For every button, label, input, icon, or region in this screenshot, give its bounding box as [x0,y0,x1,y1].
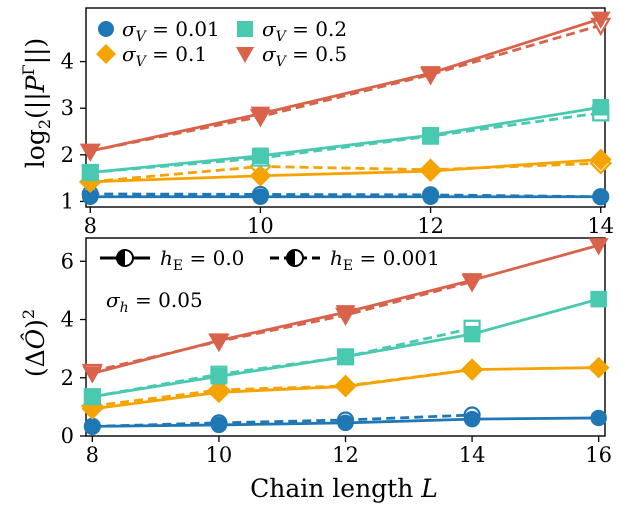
dashed-line [92,280,473,373]
x-axis-label: Chain length L [250,474,438,503]
solid-data-point [82,366,103,384]
x-tick-label: 10 [206,443,233,467]
dashed-line [92,368,473,408]
solid-data-point [422,188,439,205]
series-V0.01 [83,406,607,435]
solid-data-point [249,164,272,187]
x-tick-label: 14 [587,214,614,238]
legend-marker-fill [287,250,295,266]
bottom-legend: hE = 0.0 hE = 0.001 [100,246,440,274]
top-y-axis-label: log2(||PΓ||) [19,38,54,168]
solid-data-point [420,66,441,84]
solid-data-point [590,290,607,308]
x-tick-label: 12 [417,214,444,238]
series-V0.2 [83,290,607,406]
svg-text:σV = 0.2: σV = 0.2 [262,17,347,45]
solid-data-point [590,11,611,29]
solid-data-point [592,188,609,205]
legend-entry-sigma-0.01: σV = 0.01 [98,17,220,45]
solid-data-point [337,414,354,432]
bottom-panel: 8 10 12 14 16 0 2 4 6 [61,237,612,467]
solid-data-point [587,356,610,379]
solid-data-point [208,381,230,404]
solid-data-point [589,148,612,171]
solid-data-point [592,99,609,116]
solid-data-point [463,410,481,428]
series-V0.1 [81,356,610,420]
x-tick-label: 8 [86,443,99,467]
legend-entry-hE-0.0: hE = 0.0 [100,246,244,274]
legend-entry-hE-0.001: hE = 0.001 [270,246,440,274]
series-V0.1 [78,148,613,194]
svg-text:σV = 0.5: σV = 0.5 [262,42,347,70]
top-legend: σV = 0.01 σV = 0.2 σV = 0.1 σV = 0.5 [96,17,347,70]
solid-data-point [210,416,228,434]
legend-marker-triangle [236,47,254,63]
y-tick-label: 4 [61,308,74,332]
solid-data-point [335,305,356,323]
svg-text:σV = 0.01: σV = 0.01 [122,17,220,45]
legend-marker-square [237,21,253,37]
solid-line [89,17,602,153]
solid-data-point [80,143,101,162]
x-tick-label: 14 [459,443,486,467]
y-tick-label: 1 [61,189,74,213]
legend-marker-circle [98,21,114,37]
svg-text:hE = 0.0: hE = 0.0 [160,246,244,274]
solid-data-point [208,333,229,351]
legend-entry-sigma-0.2: σV = 0.2 [237,17,347,45]
solid-data-point [337,348,354,366]
solid-data-point [463,325,481,343]
solid-data-point [252,188,269,205]
y-tick-label: 6 [61,249,74,273]
x-tick-label: 12 [332,443,359,467]
solid-data-point [419,160,442,182]
solid-data-point [590,409,607,427]
legend-entry-sigma-0.1: σV = 0.1 [96,42,207,70]
solid-data-point [422,126,439,144]
sigma-h-annotation: σh = 0.05 [106,288,203,316]
series-V0.2 [81,99,610,182]
solid-data-point [334,375,357,398]
solid-data-point [462,273,483,291]
legend-entry-sigma-0.5: σV = 0.5 [236,42,347,70]
solid-line [90,105,601,174]
y-tick-label: 2 [61,143,74,167]
solid-data-point [461,358,483,381]
legend-marker-diamond [96,44,116,64]
series-V0.5 [81,238,609,384]
x-tick-label: 16 [585,443,612,467]
y-tick-label: 4 [61,50,74,74]
svg-text:σV = 0.1: σV = 0.1 [122,42,207,70]
solid-line [90,158,601,184]
series-V0.01 [81,185,610,206]
x-tick-label: 10 [247,214,274,238]
legend-marker-fill [117,250,125,266]
y-tick-label: 3 [61,96,74,120]
x-tick-label: 8 [84,214,97,238]
y-tick-label: 0 [61,424,74,448]
y-tick-label: 2 [61,366,74,390]
solid-data-point [250,106,271,124]
solid-data-point [210,368,228,385]
solid-data-point [84,388,101,405]
solid-data-point [252,147,269,164]
svg-text:hE = 0.001: hE = 0.001 [330,246,440,274]
solid-data-point [84,418,101,435]
solid-data-point [82,164,99,181]
bottom-y-axis-label: (ΔÔ)2 [19,309,50,377]
solid-data-point [588,238,609,256]
series-V0.5 [79,11,612,162]
